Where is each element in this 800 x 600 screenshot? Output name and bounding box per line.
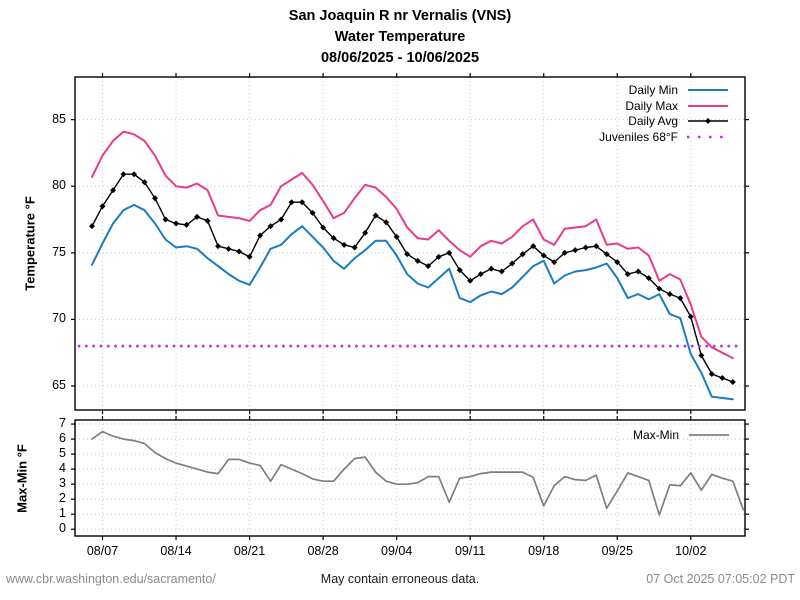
maxmin-y-tick-7: 7 [59,416,66,431]
main-y-tick-75: 75 [52,244,66,259]
maxmin-y-tick-3: 3 [59,476,66,491]
footer-disclaimer: May contain erroneous data. [320,572,480,586]
maxmin-legend: Max-Min [633,427,730,443]
legend-label: Max-Min [632,427,679,442]
x-tick-08-21: 08/21 [233,544,266,558]
main-y-tick-65: 65 [52,378,66,393]
chart-title-station: San Joaquin R nr Vernalis (VNS) [288,8,512,24]
legend-item-max-min: Max-Min [633,427,730,443]
x-tick-08-07: 08/07 [86,544,119,558]
daily-min-legend-line [688,88,728,91]
legend-label: Juveniles 68°F [599,129,678,144]
x-tick-10-02: 10/02 [675,544,707,558]
daily-avg-legend-line [688,118,728,125]
main-legend: Daily Min Daily Max Daily Avg Juveniles 68°… [599,82,729,145]
x-tick-09-18: 09/18 [528,544,560,558]
maxmin-y-tick-1: 1 [59,506,66,521]
legend-label: Daily Max [625,98,678,113]
maxmin-y-tick-6: 6 [59,431,66,446]
maxmin-y-tick-5: 5 [59,446,66,461]
maxmin-y-tick-4: 4 [59,461,66,476]
legend-label: Daily Avg [628,114,678,129]
footer-timestamp: 07 Oct 2025 07:05:02 PDT [646,572,795,586]
maxmin-y-tick-2: 2 [59,491,66,506]
legend-item-daily-min: Daily Min [629,82,729,98]
daily-max-legend-line [688,104,728,107]
main-y-tick-85: 85 [52,111,66,126]
chart-title: San Joaquin R nr Vernalis (VNS) Water Te… [0,6,800,69]
x-tick-09-11: 09/11 [454,544,486,558]
x-tick-08-14: 08/14 [160,544,192,558]
footer-url[interactable]: www.cbr.washington.edu/sacramento/ [6,572,216,586]
max-min-legend-line [689,433,729,436]
juveniles-68-f-legend-line [687,135,729,139]
x-tick-09-25: 09/25 [601,544,633,558]
x-tick-09-04: 09/04 [381,544,413,558]
legend-label: Daily Min [628,82,678,97]
maxmin-y-tick-0: 0 [59,521,66,536]
legend-item-daily-avg: Daily Avg [628,113,729,129]
chart-title-daterange: 08/06/2025 - 10/06/2025 [320,50,480,66]
main-y-tick-70: 70 [52,311,66,326]
x-tick-08-28: 08/28 [307,544,339,558]
chart-title-parameter: Water Temperature [334,29,466,45]
legend-item-juveniles-68-f: Juveniles 68°F [599,129,729,145]
main-y-tick-80: 80 [52,178,66,193]
legend-item-daily-max: Daily Max [625,98,729,114]
